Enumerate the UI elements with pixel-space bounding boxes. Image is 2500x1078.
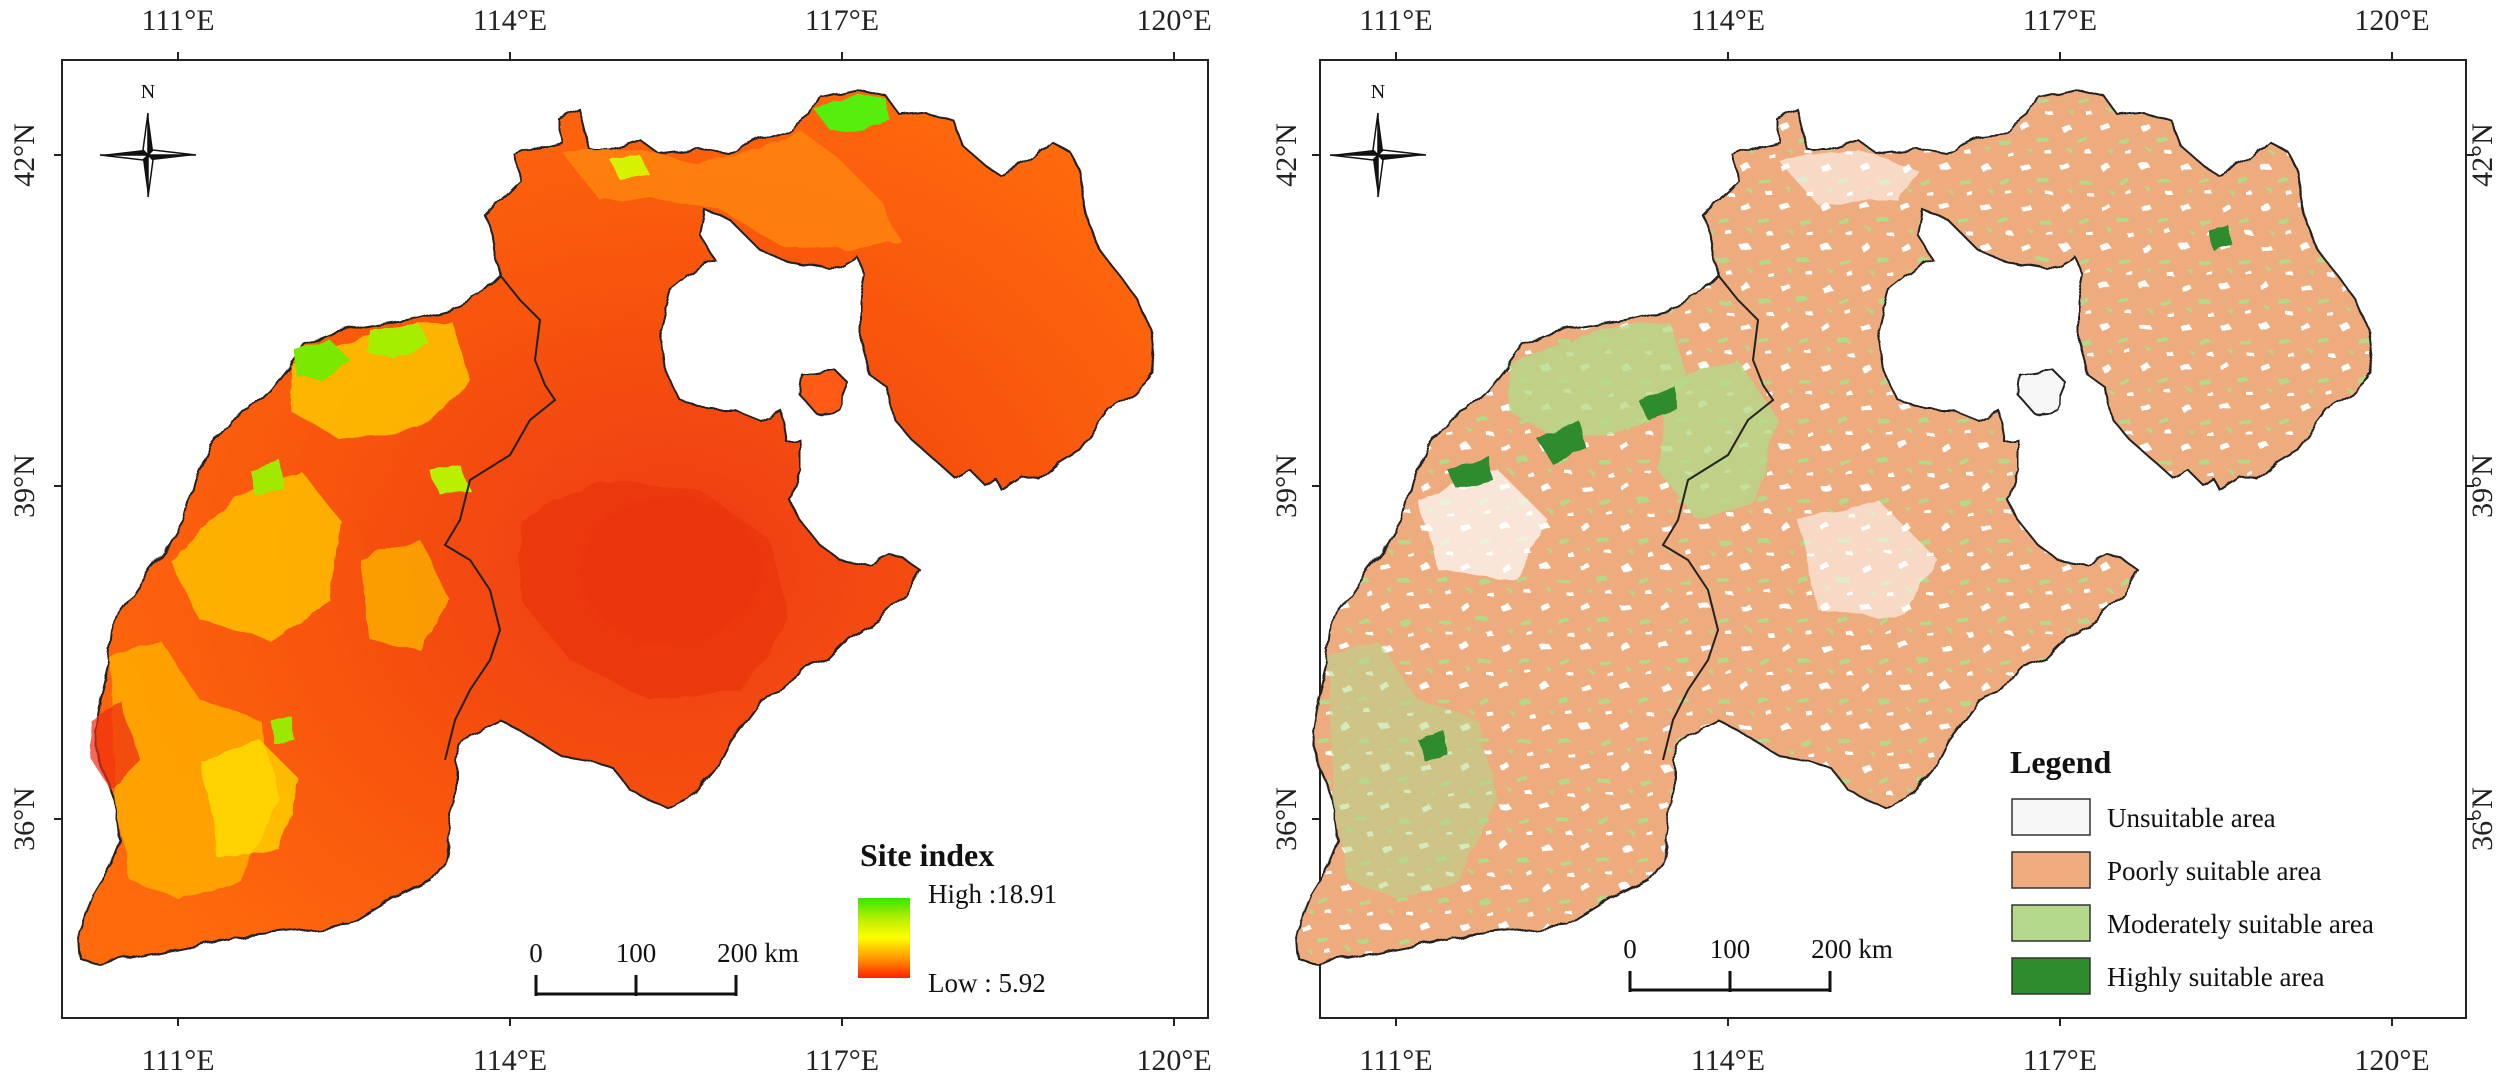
left-tick-42n: 42°N bbox=[1270, 123, 1303, 187]
left-tick-42n: 42°N bbox=[8, 123, 41, 187]
bottom-tick-114e: 114°E bbox=[1691, 1044, 1765, 1077]
bottom-tick-111e: 111°E bbox=[1359, 1044, 1432, 1077]
right-tick-42n: 42°N bbox=[2466, 123, 2499, 187]
legend-label-moderately: Moderately suitable area bbox=[2107, 909, 2374, 939]
graticule-ticks bbox=[54, 52, 1175, 1026]
scale-label-0: 0 bbox=[1623, 934, 1637, 964]
legend-low-label: Low : 5.92 bbox=[928, 968, 1046, 998]
north-label: N bbox=[1371, 81, 1385, 103]
north-arrow-icon bbox=[99, 112, 197, 198]
scale-label-100: 100 bbox=[1710, 934, 1751, 964]
scale-label-200: 200 km bbox=[717, 938, 799, 968]
legend-swatch-poorly bbox=[2011, 851, 2091, 889]
legend-swatch-unsuitable bbox=[2011, 798, 2091, 836]
left-tick-39n: 39°N bbox=[1270, 454, 1303, 518]
province-boundary bbox=[1661, 274, 1775, 761]
scale-label-200: 200 km bbox=[1811, 934, 1893, 964]
legend-title: Site index bbox=[860, 837, 994, 873]
north-arrow-icon bbox=[1329, 112, 1427, 198]
right-tick-39n: 39°N bbox=[2466, 454, 2499, 518]
bottom-tick-117e: 117°E bbox=[805, 1044, 879, 1077]
legend-label-highly: Highly suitable area bbox=[2107, 962, 2324, 992]
top-tick-117e: 117°E bbox=[2023, 4, 2097, 37]
bottom-tick-114e: 114°E bbox=[473, 1044, 547, 1077]
site-index-region bbox=[76, 86, 1157, 967]
suitability-legend: Legend Unsuitable area Poorly suitable a… bbox=[2010, 744, 2374, 995]
scale-label-0: 0 bbox=[529, 938, 543, 968]
left-tick-36n: 36°N bbox=[1270, 787, 1303, 851]
site-index-map: 111°E 114°E 117°E 120°E 111°E 114°E 117°… bbox=[8, 4, 1212, 1077]
left-tick-36n: 36°N bbox=[8, 787, 41, 851]
legend-label-unsuitable: Unsuitable area bbox=[2107, 803, 2276, 833]
bottom-tick-117e: 117°E bbox=[2023, 1044, 2097, 1077]
legend-high-label: High :18.91 bbox=[928, 879, 1057, 909]
site-index-map-svg: 111°E 114°E 117°E 120°E 111°E 114°E 117°… bbox=[8, 4, 1212, 1077]
bottom-tick-120e: 120°E bbox=[1136, 1044, 1211, 1077]
suitability-map: 111°E 114°E 117°E 120°E 111°E 114°E 117°… bbox=[1250, 0, 2500, 1078]
bottom-tick-111e: 111°E bbox=[141, 1044, 214, 1077]
legend-swatch-highly bbox=[2011, 957, 2091, 995]
top-tick-111e: 111°E bbox=[1359, 4, 1432, 37]
suitability-map-svg: 111°E 114°E 117°E 120°E 111°E 114°E 117°… bbox=[1270, 4, 2499, 1077]
scale-label-100: 100 bbox=[616, 938, 657, 968]
bottom-tick-120e: 120°E bbox=[2354, 1044, 2429, 1077]
top-tick-120e: 120°E bbox=[2354, 4, 2429, 37]
site-index-colorbar bbox=[858, 898, 910, 978]
legend-label-poorly: Poorly suitable area bbox=[2107, 856, 2321, 886]
top-tick-117e: 117°E bbox=[805, 4, 879, 37]
legend-title: Legend bbox=[2010, 744, 2112, 780]
scale-bar bbox=[534, 975, 738, 996]
top-tick-114e: 114°E bbox=[473, 4, 547, 37]
province-boundary bbox=[443, 274, 557, 761]
top-tick-111e: 111°E bbox=[141, 4, 214, 37]
legend-swatch-moderately bbox=[2011, 904, 2091, 942]
left-tick-39n: 39°N bbox=[8, 454, 41, 518]
top-tick-120e: 120°E bbox=[1136, 4, 1211, 37]
right-tick-36n: 36°N bbox=[2466, 787, 2499, 851]
graticule-ticks bbox=[1312, 52, 2474, 1026]
suitability-region bbox=[1294, 86, 2375, 967]
top-tick-114e: 114°E bbox=[1691, 4, 1765, 37]
scale-bar bbox=[1628, 971, 1832, 992]
north-label: N bbox=[141, 81, 155, 103]
